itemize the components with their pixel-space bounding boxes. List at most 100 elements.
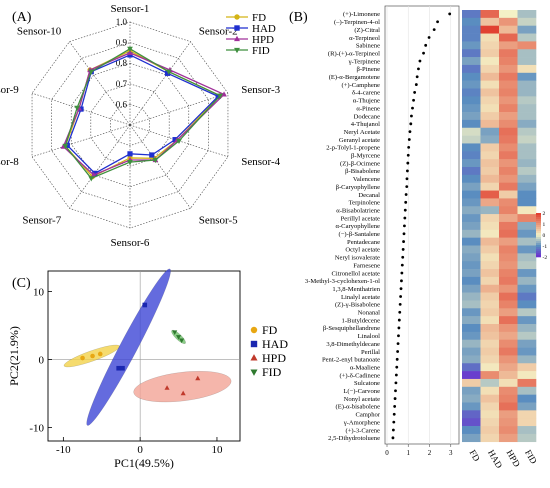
- heatmap-cell: [462, 418, 481, 427]
- compound-label: 3-Methyl-3-cyclohexen-1-ol: [305, 278, 380, 285]
- heatmap-cell: [517, 253, 537, 262]
- heatmap-cell: [499, 276, 518, 286]
- dot-point: [395, 365, 399, 369]
- heatmap-cell: [480, 64, 500, 74]
- heatmap-cell: [499, 355, 518, 364]
- heatmap-cell: [499, 410, 518, 419]
- heatmap-cell: [517, 143, 537, 152]
- heatmap-cell: [480, 253, 500, 262]
- heatmap-cell: [499, 127, 518, 136]
- heatmap-cell: [480, 386, 500, 395]
- dot-point: [408, 130, 412, 134]
- dot-point: [401, 255, 405, 259]
- legend-label: HPD: [252, 34, 274, 46]
- dot-point: [405, 185, 409, 189]
- heatmap-cell: [462, 64, 481, 74]
- confidence-ellipse-group: [131, 366, 233, 406]
- compound-label: (R)-(+)-α-Terpineol: [328, 50, 380, 57]
- pca-point: [195, 375, 201, 381]
- heatmap-cell: [517, 261, 537, 270]
- heatmap-cell: [517, 119, 537, 129]
- dot-point: [394, 381, 398, 385]
- heatmap-cell: [480, 72, 500, 81]
- radar-point: [152, 157, 159, 164]
- heatmap-cell: [517, 316, 537, 325]
- heatmap-cell: [499, 96, 518, 105]
- heatmap-cell: [462, 174, 481, 183]
- dot-point: [403, 224, 406, 228]
- heatmap-cell: [462, 371, 481, 380]
- compound-label: (–)-Terpinen-4-ol: [334, 19, 380, 26]
- heatmap-cell: [462, 245, 481, 254]
- dot-point: [409, 122, 413, 126]
- radar-point: [92, 170, 98, 176]
- legend-marker: [234, 25, 240, 31]
- heatmap-cell: [480, 104, 500, 113]
- colorbar-tick-label: 0: [543, 233, 546, 239]
- heatmap-cell: [462, 198, 481, 207]
- dot-point: [397, 326, 401, 330]
- heatmap-cell: [517, 426, 537, 435]
- heatmap-cell: [517, 410, 537, 419]
- radar-spoke: [129, 92, 229, 126]
- heatmap-cell: [462, 88, 481, 97]
- heatmap-cell: [462, 96, 481, 105]
- radar-spoke: [69, 41, 131, 126]
- radar-ring-label: 1.0: [116, 17, 128, 27]
- dot-point: [403, 216, 407, 220]
- heatmap-cell: [462, 112, 481, 121]
- heatmap-cell: [517, 347, 537, 356]
- compound-label: Sulcatone: [354, 380, 380, 387]
- pca-point: [176, 335, 182, 340]
- pca-point: [179, 338, 185, 344]
- pca-legend-label: FD: [262, 323, 278, 337]
- dot-point: [391, 436, 395, 440]
- heatmap-cell: [462, 182, 481, 191]
- compound-label: (+)-Camphene: [341, 82, 380, 89]
- heatmap-cell: [499, 25, 518, 34]
- colorbar-segment: [536, 251, 541, 254]
- heatmap-cell: [480, 324, 500, 333]
- compound-label: α-Terpineol: [349, 35, 380, 42]
- heatmap-cell: [499, 300, 518, 309]
- heatmap-cell: [499, 292, 518, 301]
- heatmap-cell: [462, 426, 481, 435]
- heatmap-cell: [499, 198, 518, 207]
- colorbar: 2 1 0 -1 -2: [536, 211, 547, 261]
- heatmap-cell: [499, 104, 518, 113]
- heatmap-cell: [480, 206, 500, 215]
- colorbar-segment: [536, 237, 541, 240]
- heatmap-cell: [480, 269, 500, 278]
- radar-grid: 0.6 0.7 0.8 0.9 1.0 Sensor-1 Sensor-2 Sensor-3 S…: [0, 3, 281, 249]
- radar-ring: [110, 104, 150, 146]
- heatmap-cell: [517, 229, 537, 238]
- heatmap-cell: [517, 198, 537, 207]
- heatmap-cell: [517, 300, 537, 309]
- heatmap-cell: [480, 371, 500, 380]
- heatmap-cell: [499, 167, 518, 176]
- dot-point: [407, 138, 411, 141]
- dot-point: [400, 271, 404, 275]
- heatmap-cell: [517, 25, 537, 34]
- dot-point: [394, 373, 398, 377]
- heatmap-cell: [480, 300, 500, 309]
- heatmap-cell: [480, 394, 500, 403]
- dot-tick-label: 3: [449, 449, 453, 457]
- heatmap-cell: [499, 33, 518, 42]
- radar-point: [149, 152, 155, 158]
- pca-point: [142, 302, 148, 308]
- heatmap-cell: [499, 308, 518, 317]
- heatmap-cell: [499, 143, 518, 152]
- heatmap-cell: [517, 10, 537, 19]
- colorbar-tick-label: -1: [543, 244, 548, 250]
- heatmap-cell: [480, 182, 500, 191]
- heatmap-cell: [462, 72, 481, 81]
- heatmap-cell: [517, 159, 537, 168]
- heatmap-cell: [499, 151, 518, 160]
- heatmap-cell: [462, 386, 481, 395]
- heatmap-cell: [499, 159, 518, 168]
- heatmap-cell: [480, 339, 500, 348]
- heatmap-cell: [480, 198, 500, 207]
